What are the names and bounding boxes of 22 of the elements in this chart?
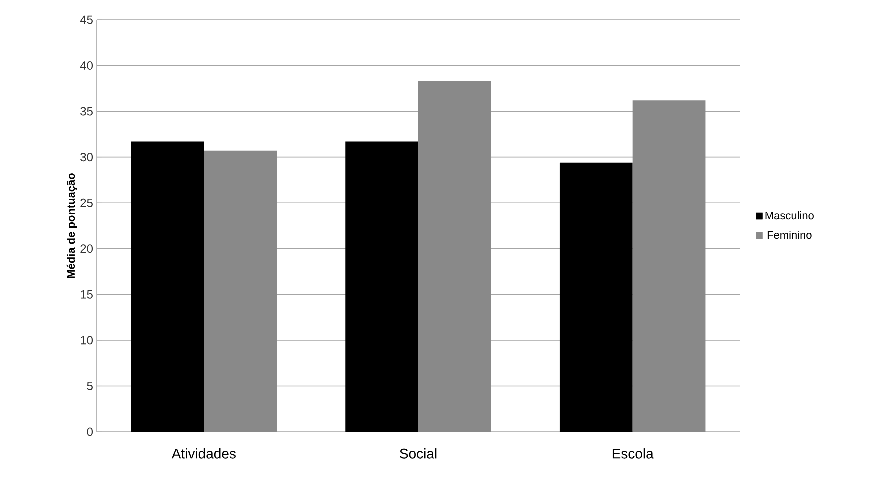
y-tick-label: 15 [81,290,93,299]
legend-label: Feminino [768,231,812,240]
y-tick-label: 0 [87,428,94,436]
x-tick-label: Social [400,448,437,459]
y-tick-label: 20 [80,244,93,254]
bar [560,162,633,432]
y-tick-label: 5 [87,382,93,390]
x-tick-label: Escola [612,448,654,459]
x-tick-label: Atividades [172,448,236,459]
y-tick-label: 35 [80,107,93,116]
y-tick-label: 40 [80,62,93,70]
y-axis-title: Média de pontuação [66,174,78,278]
y-tick-label: 25 [80,198,93,208]
legend-label: Masculino [766,212,814,220]
y-tick-label: 10 [81,336,93,345]
bar [346,142,419,432]
bar [632,100,706,432]
y-tick-label: 45 [80,16,93,24]
y-tick-label: 30 [80,153,93,162]
bar [418,81,492,432]
bar [204,150,278,432]
bar [131,142,204,432]
